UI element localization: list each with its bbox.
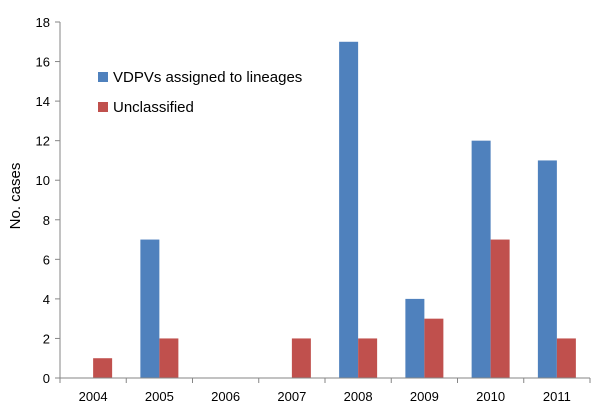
x-tick-label: 2007 xyxy=(277,389,306,404)
bar-lineages-2011 xyxy=(537,160,557,378)
x-tick-label: 2006 xyxy=(211,389,240,404)
bar-unclassified-2008 xyxy=(358,338,378,378)
bar-lineages-2005 xyxy=(140,239,160,378)
x-tick-label: 2008 xyxy=(344,389,373,404)
bar-unclassified-2004 xyxy=(93,358,113,378)
y-tick-label: 4 xyxy=(43,292,50,307)
bar-unclassified-2009 xyxy=(424,318,444,378)
x-tick-label: 2009 xyxy=(410,389,439,404)
y-tick-label: 2 xyxy=(43,331,50,346)
y-tick-label: 8 xyxy=(43,213,50,228)
legend-swatch xyxy=(98,102,108,112)
x-tick-label: 2004 xyxy=(79,389,108,404)
legend-label: Unclassified xyxy=(113,99,194,116)
x-tick-label: 2005 xyxy=(145,389,174,404)
bar-unclassified-2010 xyxy=(490,239,510,378)
y-tick-label: 6 xyxy=(43,252,50,267)
bar-lineages-2010 xyxy=(471,140,491,378)
bar-unclassified-2005 xyxy=(159,338,179,378)
legend-swatch xyxy=(98,72,108,82)
x-tick-label: 2011 xyxy=(543,389,571,404)
x-tick-labels: 2004 2005 2006 2007 2008 2009 2010 2011 xyxy=(79,389,571,404)
bar-unclassified-2007 xyxy=(291,338,311,378)
bar-lineages-2008 xyxy=(339,41,359,379)
legend: VDPVs assigned to lineages Unclassified xyxy=(98,69,302,116)
y-axis-title: No. cases xyxy=(7,163,24,230)
bar-unclassified-2011 xyxy=(556,338,576,378)
axes-layer xyxy=(55,21,591,383)
y-tick-labels: 0 2 4 6 8 10 12 14 16 18 xyxy=(36,15,50,386)
y-tick-label: 0 xyxy=(43,371,50,386)
y-tick-label: 10 xyxy=(36,173,50,188)
bar-lineages-2009 xyxy=(405,298,425,378)
y-tick-label: 14 xyxy=(36,94,50,109)
legend-label: VDPVs assigned to lineages xyxy=(113,69,302,86)
x-tick-label: 2010 xyxy=(476,389,505,404)
y-tick-label: 16 xyxy=(36,55,50,70)
y-tick-label: 18 xyxy=(36,15,50,30)
y-tick-label: 12 xyxy=(36,134,50,149)
bars-layer xyxy=(93,41,576,379)
